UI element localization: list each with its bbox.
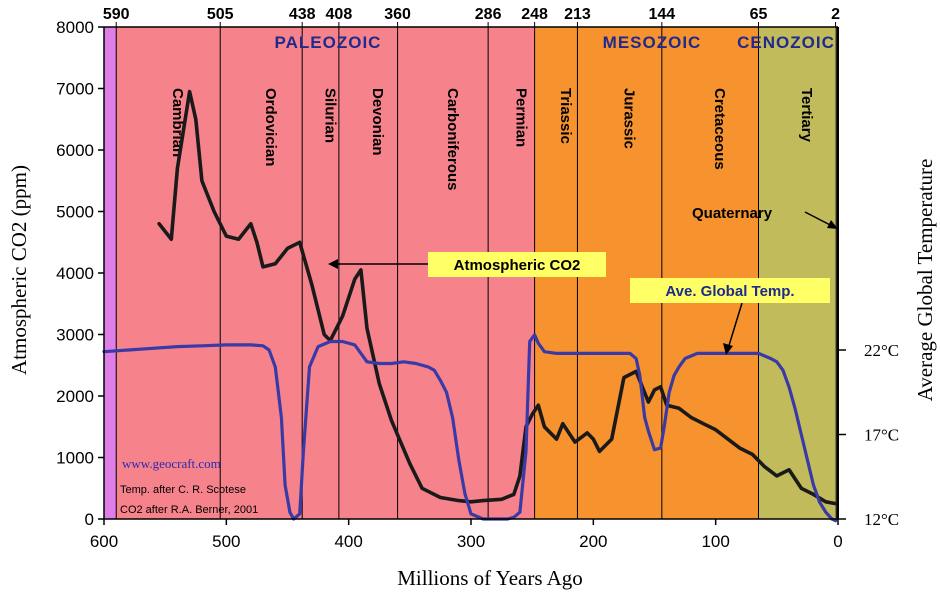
- co2-credit: CO2 after R.A. Berner, 2001: [120, 504, 258, 516]
- y-tick-label: 7000: [56, 80, 94, 99]
- period-label-silurian: Silurian: [322, 88, 339, 143]
- x-tick-label: 300: [457, 532, 485, 551]
- quaternary-arrowhead: [827, 220, 838, 229]
- era-label-cenozoic: CENOZOIC: [737, 33, 835, 52]
- top-tick-label: 213: [564, 6, 591, 23]
- y-tick-label: 6000: [56, 141, 94, 160]
- top-tick-label: 360: [384, 6, 411, 23]
- period-labels: Cambrian Ordovician Silurian Devonian Carbon…: [169, 88, 815, 191]
- temp-credit: Temp. after C. R. Scotese: [120, 484, 246, 496]
- y-tick-label: 0: [85, 510, 94, 529]
- temp-tick-label: 22°C: [864, 341, 899, 360]
- data-series: [102, 89, 838, 523]
- period-label-devonian: Devonian: [369, 88, 386, 156]
- period-label-ordovician: Ordovician: [262, 88, 279, 166]
- co2-callout-label: Atmospheric CO2: [454, 257, 581, 274]
- top-tick-label: 438: [289, 6, 316, 23]
- period-label-carboniferous: Carboniferous: [444, 88, 461, 191]
- top-tick-label: 590: [103, 6, 130, 23]
- era-band-cenozoic: [758, 27, 836, 519]
- top-tick-label: 408: [326, 6, 353, 23]
- co2-callout-box: [428, 252, 606, 277]
- top-tick-label: 2: [831, 6, 840, 23]
- temp-callout-arrow: [726, 302, 743, 353]
- period-label-cretaceous: Cretaceous: [711, 88, 728, 170]
- co2-callout-arrowhead: [328, 259, 338, 269]
- period-label-triassic: Triassic: [557, 88, 574, 144]
- top-tick-label: 505: [207, 6, 234, 23]
- x-tick-label: 600: [90, 532, 118, 551]
- temp-callout-arrowhead: [723, 343, 733, 355]
- temp-tick-label: 12°C: [864, 510, 899, 529]
- y-tick-label: 4000: [56, 264, 94, 283]
- x-tick-label: 0: [833, 532, 842, 551]
- period-label-tertiary: Tertiary: [798, 88, 815, 143]
- recent-band: [835, 27, 838, 519]
- x-tick-label: 500: [212, 532, 240, 551]
- temp-callout-box: [630, 278, 830, 303]
- co2-callout: Atmospheric CO2: [328, 252, 606, 277]
- y-tick-label: 1000: [56, 449, 94, 468]
- y-tick-label: 2000: [56, 387, 94, 406]
- x-tick-label: 200: [579, 532, 607, 551]
- temp-tick-label: 17°C: [864, 426, 899, 445]
- temp-callout: Ave. Global Temp.: [630, 278, 830, 355]
- top-tick-label: 286: [475, 6, 502, 23]
- y-tick-label: 8000: [56, 18, 94, 37]
- temperature-series-line: [102, 333, 838, 523]
- y-tick-label: 3000: [56, 326, 94, 345]
- co2-series-line: [157, 89, 838, 506]
- period-label-permian: Permian: [512, 88, 529, 147]
- era-label-mesozoic: MESOZOIC: [603, 33, 702, 52]
- era-label-paleozoic: PALEOZOIC: [275, 33, 382, 52]
- top-tick-label: 144: [648, 6, 675, 23]
- precambrian-band: [104, 27, 117, 519]
- y-tick-label: 5000: [56, 203, 94, 222]
- y-axis-title: Atmospheric CO2 (ppm): [7, 165, 31, 375]
- top-tick-label: 65: [750, 6, 768, 23]
- site-credit: www.geocraft.com: [122, 456, 221, 471]
- quaternary-label: Quaternary: [692, 205, 773, 222]
- quaternary-annotation: Quaternary: [692, 205, 838, 229]
- y2-axis-title: Average Global Temperature: [913, 159, 937, 402]
- x-tick-label: 400: [334, 532, 362, 551]
- period-label-jurassic: Jurassic: [621, 88, 638, 149]
- era-labels: PALEOZOIC MESOZOIC CENOZOIC: [275, 33, 835, 52]
- x-tick-label: 100: [701, 532, 729, 551]
- top-tick-label: 248: [521, 6, 548, 23]
- x-axis-title: Millions of Years Ago: [397, 566, 583, 590]
- temp-callout-label: Ave. Global Temp.: [665, 283, 794, 300]
